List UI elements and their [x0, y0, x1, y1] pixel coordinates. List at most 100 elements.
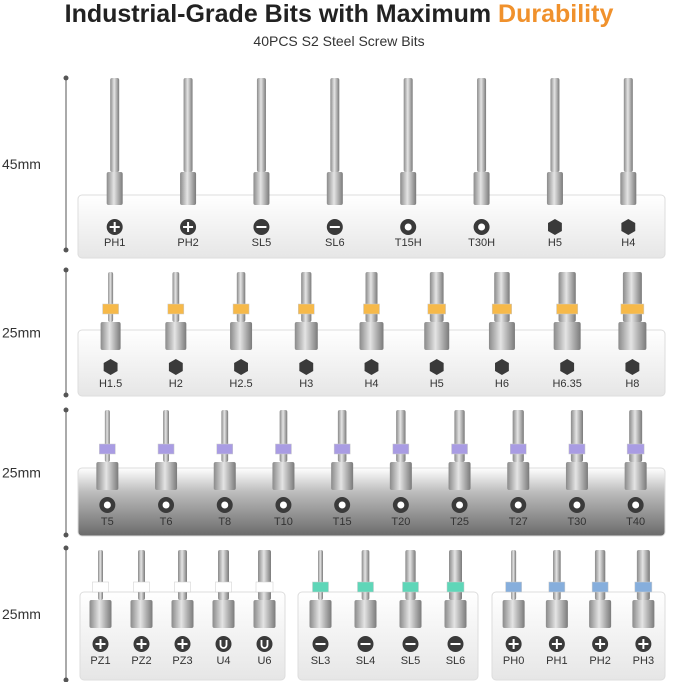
bit-hex	[473, 172, 490, 205]
tip-glyph	[183, 222, 194, 232]
bit-shank	[405, 550, 416, 600]
tip-icon	[560, 359, 575, 375]
bit-shank	[361, 550, 370, 600]
bit-hex	[180, 172, 197, 205]
bit-label: PH2	[589, 655, 610, 667]
bit: H2	[165, 272, 187, 390]
bit: T30H	[468, 78, 495, 249]
bit-shank	[108, 272, 114, 322]
rows: 45mm PH1 PH2 SL5 SL6 T15H T30H H5 H4 25mm H1.5 H2 H2…	[2, 75, 666, 682]
bit-shank	[594, 550, 606, 600]
bit-hex	[89, 600, 112, 628]
bit-hex	[507, 462, 530, 490]
tip-glyph	[162, 501, 170, 509]
panel	[297, 591, 479, 681]
bit-label: PH3	[633, 655, 654, 667]
bit-band	[591, 581, 609, 593]
bit-band	[255, 581, 274, 593]
bit: PH2	[177, 78, 199, 249]
bit-band	[363, 303, 380, 315]
tip-icon	[215, 636, 232, 652]
bit-label: T40	[626, 516, 645, 528]
bit: H1.5	[99, 272, 122, 390]
bit-label: PH2	[177, 237, 198, 249]
bit-band	[427, 303, 446, 315]
bit-band	[333, 443, 351, 455]
bit-band	[357, 581, 374, 593]
bit: T10	[272, 410, 295, 528]
bit-band	[491, 303, 512, 315]
tip-glyph	[177, 639, 188, 649]
bit: T27	[507, 410, 530, 528]
bit-shank	[318, 550, 323, 600]
bit-hex	[488, 322, 515, 350]
tip-glyph	[478, 223, 486, 231]
bit-hex	[106, 172, 123, 205]
bit-label: PH0	[503, 655, 524, 667]
bit-hex	[253, 172, 270, 205]
bit-hex	[545, 600, 568, 628]
tip-glyph	[95, 639, 106, 649]
title: Industrial-Grade Bits with Maximum Durab…	[65, 0, 614, 28]
bit: T30	[565, 410, 588, 528]
bit-label: T15	[333, 516, 352, 528]
bit-hex	[331, 462, 354, 490]
bit: PH0	[502, 550, 525, 667]
length-label: 25mm	[2, 465, 41, 481]
bit-label: H4	[364, 378, 378, 390]
tip-glyph	[221, 501, 229, 509]
bit-row: 25mm H1.5 H2 H2.5 H3 H4 H5 H6 H6.35 H8	[2, 267, 666, 398]
bit: H3	[294, 272, 318, 390]
tip-glyph	[595, 639, 606, 649]
bit: H5	[424, 272, 450, 390]
bit: SL4	[354, 550, 377, 667]
bit-label: SL6	[446, 655, 466, 667]
bit-label: SL5	[401, 655, 421, 667]
bit-band	[510, 443, 527, 455]
bit-label: PH1	[104, 237, 125, 249]
bit-band	[451, 443, 468, 455]
bit: H5	[546, 78, 563, 249]
bit-shank	[636, 550, 650, 600]
tip-glyph	[136, 639, 147, 649]
bit-band	[312, 581, 329, 593]
tip-glyph	[638, 639, 649, 649]
bit: PZ3	[171, 550, 194, 667]
bit-band	[174, 581, 191, 593]
tip-glyph	[514, 501, 522, 509]
bit-shank	[494, 272, 510, 322]
bit-label: U6	[257, 655, 271, 667]
bit-hex	[400, 172, 417, 205]
tip-icon	[234, 359, 248, 375]
bracket-dot	[63, 392, 69, 398]
bit: T15H	[395, 78, 422, 249]
bracket-dot	[63, 247, 69, 253]
bit-label: T8	[218, 516, 231, 528]
bit-label: SL5	[252, 237, 272, 249]
tip-icon	[364, 359, 379, 375]
bit-label: U4	[216, 655, 230, 667]
bit-hex	[620, 172, 637, 205]
tip-glyph	[279, 501, 287, 509]
bit-shank	[365, 272, 378, 322]
bit-band	[620, 303, 645, 315]
bit-band	[99, 443, 116, 455]
bit-hex	[130, 600, 153, 628]
bracket-dot	[63, 677, 69, 682]
bit-hex	[448, 462, 471, 490]
tip-glyph	[260, 640, 269, 649]
bit-label: T27	[509, 516, 528, 528]
panel	[77, 194, 666, 259]
bit-label: PZ1	[90, 655, 110, 667]
bit: T8	[213, 410, 236, 528]
tip-glyph	[109, 222, 120, 232]
bit-shank	[236, 272, 246, 322]
bit-shank	[550, 78, 560, 172]
length-label: 25mm	[2, 325, 41, 341]
bit: SL6	[325, 78, 345, 249]
bit-label: T20	[391, 516, 410, 528]
bit-label: T10	[274, 516, 293, 528]
bit-label: H5	[548, 237, 562, 249]
bit: H2.5	[229, 272, 253, 390]
